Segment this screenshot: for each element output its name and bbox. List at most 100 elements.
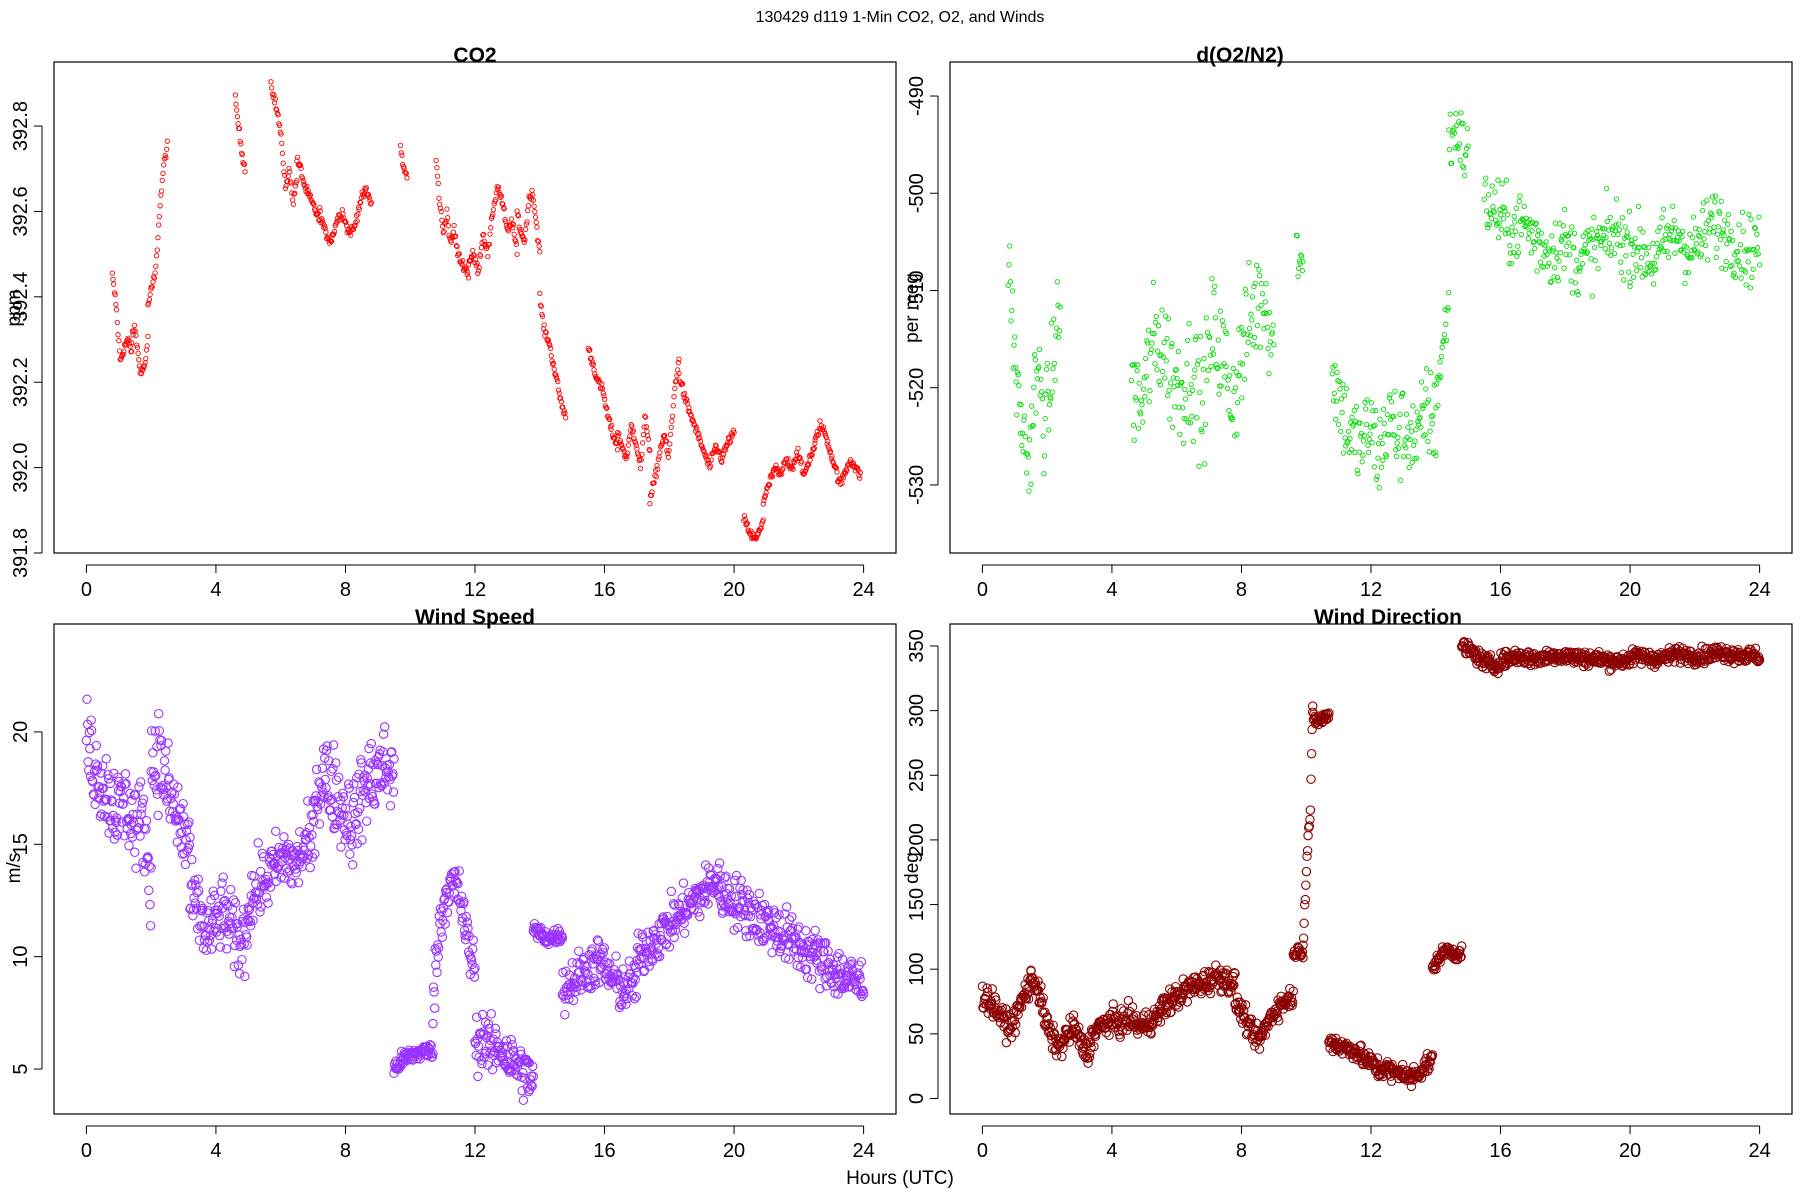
data-point (1489, 183, 1495, 189)
data-point (90, 759, 101, 769)
data-point (1201, 355, 1207, 362)
data-point (1420, 405, 1426, 412)
data-point (637, 465, 644, 472)
data-point (1403, 411, 1410, 417)
data-point (1445, 305, 1451, 311)
data-point (801, 471, 807, 477)
data-point (1621, 277, 1627, 283)
data-point (1009, 307, 1015, 314)
data-point (647, 501, 653, 507)
data-point (138, 794, 149, 805)
data-point (1041, 453, 1048, 459)
data-point (705, 458, 711, 464)
data-point (1016, 383, 1022, 389)
data-point (1616, 227, 1623, 233)
data-point (701, 448, 707, 454)
panel-ylabel: ppm (4, 290, 25, 327)
data-point (431, 946, 442, 956)
data-point (1655, 228, 1661, 234)
data-point (466, 955, 477, 965)
data-point (596, 376, 602, 383)
data-point (694, 426, 700, 432)
data-point (525, 1074, 536, 1085)
data-point (1724, 241, 1730, 247)
data-point (629, 423, 635, 429)
data-point (258, 852, 269, 862)
data-point (1387, 392, 1393, 398)
data-point (465, 269, 471, 276)
data-point (1422, 432, 1428, 438)
data-point (1164, 335, 1170, 342)
data-point (761, 497, 767, 504)
data-point (319, 218, 326, 224)
data-point (821, 428, 827, 435)
data-point (1347, 435, 1353, 442)
data-point (1034, 376, 1041, 382)
data-point (1615, 231, 1621, 238)
data-point (675, 359, 681, 366)
data-point (817, 418, 823, 424)
data-point (111, 817, 121, 828)
data-point (1258, 302, 1264, 309)
data-point (1329, 371, 1335, 377)
data-point (1363, 406, 1369, 412)
data-point (780, 465, 786, 471)
data-point (1040, 433, 1046, 439)
data-point (824, 441, 830, 447)
data-point (1162, 375, 1168, 381)
data-point (1224, 330, 1230, 337)
data-point (1569, 224, 1575, 230)
data-point (511, 231, 517, 237)
data-point (96, 809, 107, 819)
data-point (684, 397, 690, 403)
data-point (1030, 422, 1036, 429)
data-point (669, 418, 675, 424)
data-point (707, 463, 714, 469)
data-point (528, 1071, 539, 1082)
data-point (1743, 282, 1749, 288)
data-point (639, 451, 645, 458)
data-point (803, 467, 809, 473)
data-point (1700, 200, 1707, 206)
data-point (159, 177, 165, 184)
plot-area: 0 4 8 12 16 20 24 -530 -520 -510 -500 -490 (906, 61, 1793, 601)
data-point (113, 301, 119, 308)
data-point (132, 809, 142, 819)
data-point (1532, 245, 1538, 252)
data-point (1140, 419, 1146, 425)
data-point (144, 885, 154, 896)
data-point (1011, 342, 1017, 348)
data-point (314, 819, 325, 829)
data-point (117, 356, 123, 363)
data-point (120, 352, 126, 358)
data-point (1705, 257, 1711, 263)
data-point (144, 343, 150, 349)
data-point (1484, 221, 1490, 228)
data-point (103, 774, 114, 784)
data-point (96, 768, 106, 778)
data-point (1300, 259, 1306, 265)
data-point (1398, 477, 1404, 483)
data-point (1682, 280, 1688, 287)
data-point (1507, 243, 1513, 249)
data-point (355, 211, 361, 217)
data-point (1150, 279, 1157, 286)
data-point (290, 201, 296, 207)
data-point (543, 329, 549, 336)
data-point (242, 169, 248, 175)
data-point (1342, 435, 1348, 441)
data-point (106, 815, 116, 826)
data-point (638, 457, 644, 463)
data-point (611, 435, 617, 441)
data-point (1211, 290, 1217, 296)
data-point (357, 835, 367, 845)
data-point (1627, 283, 1633, 290)
data-point (1563, 251, 1569, 258)
data-point (362, 773, 372, 783)
y-tick-label: 5 (10, 1063, 32, 1074)
data-point (1669, 225, 1675, 231)
data-point (216, 923, 227, 934)
data-point (124, 840, 134, 851)
data-point (88, 776, 98, 787)
x-tick-label: 4 (1106, 579, 1117, 601)
